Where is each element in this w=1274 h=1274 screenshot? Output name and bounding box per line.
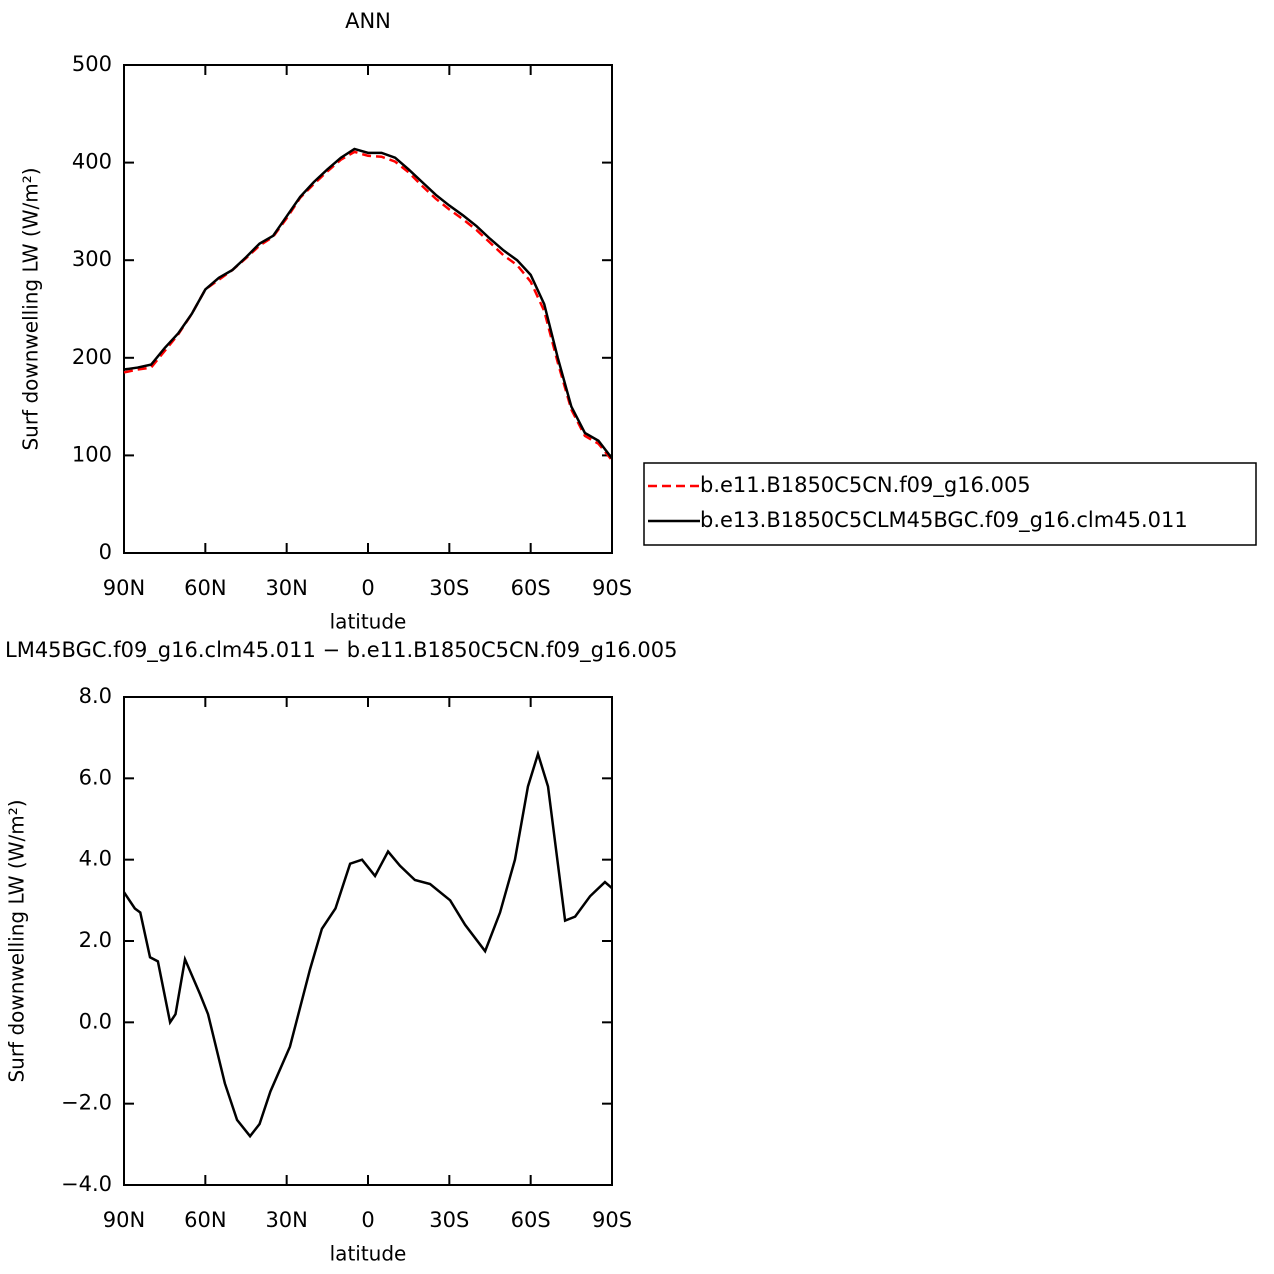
- y-tick-label: 200: [72, 345, 112, 369]
- y-tick-label: 300: [72, 247, 112, 271]
- legend-label: b.e13.B1850C5CLM45BGC.f09_g16.clm45.011: [700, 508, 1188, 533]
- data-line: [123, 147, 613, 460]
- x-tick-label: 90N: [103, 1208, 145, 1232]
- x-tick-label: 30N: [265, 576, 307, 600]
- y-tick-label: 100: [72, 442, 112, 466]
- data-line: [122, 749, 613, 1139]
- data-line: [123, 150, 613, 462]
- y-tick-label: −4.0: [61, 1172, 112, 1196]
- plot-frame: [123, 696, 613, 1186]
- y-axis-label: Surf downwelling LW (W/m²): [5, 799, 29, 1082]
- x-tick-label: 30S: [429, 576, 469, 600]
- chart-title: LM45BGC.f09_g16.clm45.011 − b.e11.B1850C…: [5, 638, 677, 663]
- y-tick-label: 4.0: [79, 847, 112, 871]
- y-tick-label: 0.0: [79, 1009, 112, 1033]
- x-tick-label: 30S: [429, 1208, 469, 1232]
- y-axis-label: Surf downwelling LW (W/m²): [19, 167, 43, 450]
- y-tick-label: 400: [72, 150, 112, 174]
- x-tick-label: 0: [361, 576, 374, 600]
- x-tick-label: 90N: [103, 576, 145, 600]
- x-tick-label: 30N: [265, 1208, 307, 1232]
- y-tick-label: 0: [99, 540, 112, 564]
- y-tick-label: 500: [72, 52, 112, 76]
- x-tick-label: 60S: [511, 576, 551, 600]
- y-tick-label: 8.0: [79, 684, 112, 708]
- plot-frame: [123, 64, 613, 554]
- x-axis-label: latitude: [330, 1242, 407, 1266]
- y-tick-label: 2.0: [79, 928, 112, 952]
- x-tick-label: 60S: [511, 1208, 551, 1232]
- chart-title: ANN: [345, 9, 391, 33]
- y-tick-label: −2.0: [61, 1091, 112, 1115]
- x-tick-label: 90S: [592, 576, 632, 600]
- x-axis-label: latitude: [330, 610, 407, 634]
- x-tick-label: 0: [361, 1208, 374, 1232]
- legend-box: [643, 462, 1257, 546]
- x-tick-label: 90S: [592, 1208, 632, 1232]
- y-tick-label: 6.0: [79, 765, 112, 789]
- x-tick-label: 60N: [184, 576, 226, 600]
- legend-label: b.e11.B1850C5CN.f09_g16.005: [700, 473, 1031, 498]
- x-tick-label: 60N: [184, 1208, 226, 1232]
